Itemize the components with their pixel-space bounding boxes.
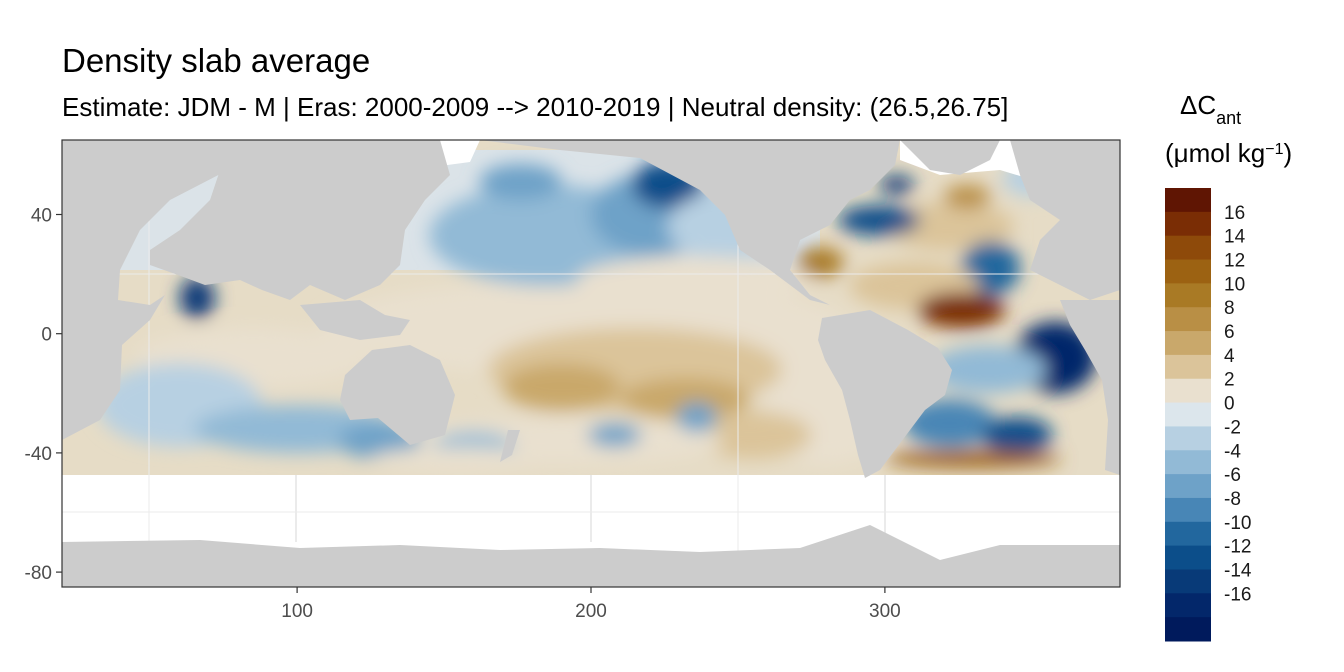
legend-tick-label: -6 [1224, 465, 1241, 486]
land-south-america [818, 310, 952, 478]
data-patch-6 [693, 411, 812, 459]
legend-swatch [1165, 211, 1211, 237]
legend-swatch [1165, 474, 1211, 499]
legend-swatch [1165, 545, 1211, 570]
legend-swatch [1165, 307, 1211, 332]
legend-tick-label: 8 [1224, 298, 1235, 319]
legend-tick-label: 12 [1224, 251, 1245, 272]
legend-swatch [1165, 331, 1211, 356]
legend-tick-label: -14 [1224, 560, 1252, 581]
data-patch-13 [576, 256, 812, 304]
data-patch-31 [902, 399, 997, 447]
legend-tick-label: 16 [1224, 203, 1245, 224]
data-patch-23 [884, 202, 1015, 251]
legend-title-sub: ant [1216, 108, 1241, 128]
y-tick-label: 40 [31, 206, 52, 227]
data-patch-30 [928, 345, 1047, 394]
legend-swatch [1165, 188, 1211, 213]
data-patch-25 [796, 247, 844, 278]
data-patch-21 [676, 402, 718, 433]
data-patch-3 [502, 363, 621, 412]
legend-swatch [1165, 569, 1211, 594]
chart-title: Density slab average [62, 42, 371, 79]
legend-tick-label: -2 [1224, 417, 1241, 438]
land-africa-east [1060, 300, 1120, 475]
data-patch-33 [884, 449, 1062, 468]
legend-swatch [1165, 354, 1211, 380]
legend-tick-label: 0 [1224, 394, 1235, 415]
legend-title-main: ΔC [1180, 90, 1216, 120]
legend-swatch [1165, 521, 1211, 547]
data-patch-32 [981, 417, 1053, 453]
land-africa [62, 140, 230, 440]
legend-swatch [1165, 593, 1211, 618]
data-patch-34 [943, 184, 991, 209]
x-tick-label: 300 [869, 601, 901, 622]
y-tick-label: -80 [25, 563, 52, 584]
y-axis: 40 0 -40 -80 [25, 206, 62, 584]
legend-tick-label: -16 [1224, 584, 1251, 605]
land-indonesia [300, 300, 410, 340]
legend-tick-label: 4 [1224, 346, 1235, 367]
land-north-america [480, 140, 900, 305]
x-axis: 100 200 300 [281, 587, 901, 622]
legend-swatch [1165, 235, 1211, 261]
gridlines-major [295, 475, 886, 542]
x-tick-label: 100 [281, 601, 313, 622]
y-tick-label: 0 [41, 325, 52, 346]
data-patch-20 [588, 423, 641, 447]
land-asia [150, 140, 450, 300]
legend-tick-label: -8 [1224, 489, 1241, 510]
legend-colorbar [1165, 188, 1211, 642]
legend-swatch [1165, 497, 1211, 523]
land-australia [340, 345, 455, 445]
legend-tick-label: 2 [1224, 370, 1235, 391]
land-antarctica [62, 525, 1120, 587]
legend-tick-label: 6 [1224, 322, 1235, 343]
legend-swatch [1165, 378, 1211, 404]
legend-swatch [1165, 617, 1211, 642]
legend-swatch [1165, 283, 1211, 308]
land [62, 140, 1120, 587]
legend-tick-label: -12 [1224, 537, 1251, 558]
chart-subtitle: Estimate: JDM - M | Eras: 2000-2009 --> … [62, 92, 1009, 122]
legend-unit: (μmol kg−1) [1165, 138, 1292, 168]
legend-title: ΔCant [1180, 90, 1241, 128]
legend-swatch [1165, 450, 1211, 475]
legend-unit-close: ) [1283, 138, 1292, 168]
data-patch-14 [179, 277, 215, 319]
data-patch-4 [620, 378, 750, 421]
land-new-zealand [500, 430, 520, 462]
legend-tick-label: -4 [1224, 441, 1241, 462]
data-patch-36 [879, 175, 915, 194]
legend-swatch [1165, 259, 1211, 284]
legend-swatch [1165, 426, 1211, 451]
land-europe [1010, 140, 1120, 300]
legend-tick-label: 14 [1224, 227, 1246, 248]
legend-swatch [1165, 402, 1211, 427]
legend-tick-label: -10 [1224, 513, 1251, 534]
data-patch-22 [370, 446, 547, 471]
x-tick-label: 200 [575, 601, 607, 622]
legend-tick-label: 10 [1224, 274, 1245, 295]
y-tick-label: -40 [25, 444, 52, 465]
legend-unit-sup: −1 [1265, 141, 1283, 158]
data-patch-28 [917, 291, 1006, 328]
legend-unit-open: (μmol kg [1165, 138, 1265, 168]
data-patch-24 [837, 205, 921, 236]
land-greenland [900, 140, 1000, 175]
data-patch-11 [479, 163, 562, 200]
